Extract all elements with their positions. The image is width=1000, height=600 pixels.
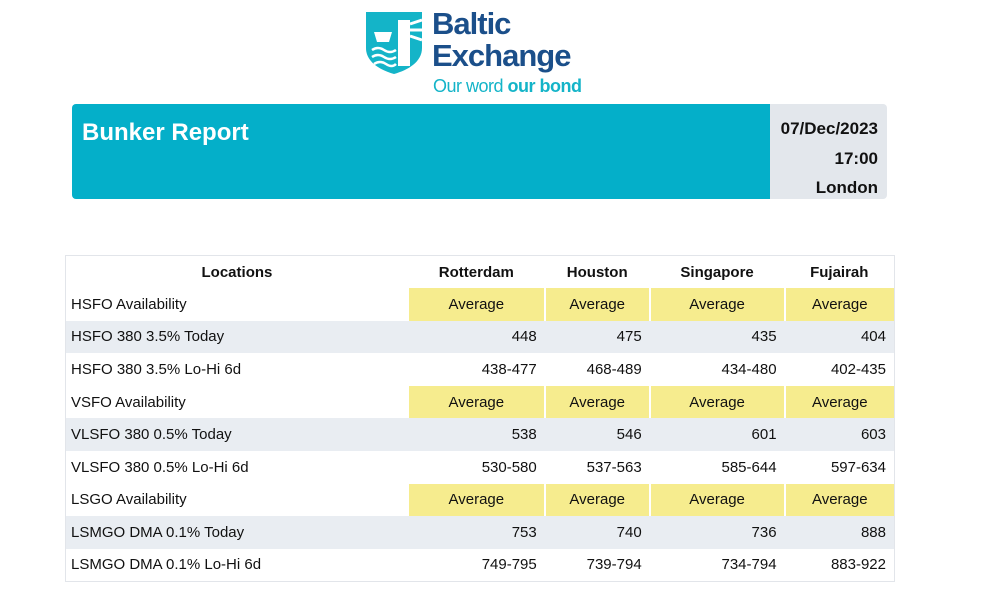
row-label: VLSFO 380 0.5% Today: [65, 418, 408, 452]
price-cell: 603: [784, 418, 895, 452]
price-cell: 404: [784, 320, 895, 354]
price-cell: 448: [407, 320, 545, 354]
table-row: HSFO Availability Average Average Average Av…: [66, 288, 895, 321]
price-cell: 601: [649, 418, 785, 452]
price-cell: 438-477: [481, 361, 537, 379]
availability-cell: Average: [648, 483, 785, 517]
column-header: Singapore: [680, 263, 754, 281]
price-cell: 402-435: [830, 361, 886, 379]
shield-lighthouse-icon: [366, 12, 423, 74]
price-cell: 537-563: [586, 458, 642, 476]
price-cell: 740: [544, 516, 650, 549]
column-header: Locations: [201, 263, 273, 281]
table-row: VSFO Availability Average Average Average Av…: [66, 385, 895, 419]
row-label: HSFO 380 3.5% Lo-Hi 6d: [71, 361, 242, 379]
price-cell: 749-795: [481, 556, 537, 574]
price-cell: 468-489: [586, 361, 642, 379]
report-banner: Bunker Report 07/Dec/2023 17:00 London: [72, 104, 887, 199]
availability-cell: Average: [406, 288, 545, 321]
price-cell: 597-634: [830, 458, 886, 476]
price-cell: 753: [407, 516, 545, 549]
price-cell: 435: [649, 320, 785, 354]
brand-name-line1: Baltic: [432, 6, 511, 41]
report-date: 07/Dec/2023: [780, 119, 878, 138]
report-location: London: [815, 178, 878, 197]
table-row: LSMGO DMA 0.1% Today 753 740 736 888: [65, 516, 895, 549]
report-meta: 07/Dec/2023 17:00 London: [770, 104, 887, 199]
price-cell: 888: [784, 516, 895, 549]
table-row: LSMGO DMA 0.1% Lo-Hi 6d 749-795 739-794 734…: [66, 549, 895, 582]
table-row: HSFO 380 3.5% Lo-Hi 6d 438-477 468-489 434-…: [66, 353, 895, 386]
column-header: Houston: [566, 263, 628, 281]
row-label: VLSFO 380 0.5% Lo-Hi 6d: [71, 458, 249, 476]
report-time: 17:00: [834, 148, 878, 168]
bunker-price-table: Locations Rotterdam Houston Singapore Fujair…: [65, 255, 895, 582]
price-cell: 734-794: [721, 556, 777, 574]
availability-cell: Average: [406, 385, 545, 419]
report-title: Bunker Report: [72, 104, 770, 199]
availability-cell: Average: [648, 288, 785, 321]
table-row: VLSFO 380 0.5% Today 538 546 601 603: [65, 418, 895, 452]
table-row: HSFO 380 3.5% Today 448 475 435 404: [65, 320, 895, 354]
price-cell: 883-922: [830, 556, 886, 574]
price-cell: 585-644: [721, 458, 777, 476]
row-label: HSFO 380 3.5% Today: [65, 320, 408, 354]
availability-cell: Average: [783, 483, 895, 517]
availability-cell: Average: [783, 385, 895, 419]
availability-cell: Average: [648, 385, 785, 419]
price-cell: 434-480: [721, 361, 777, 379]
row-label: HSFO Availability: [71, 295, 187, 313]
table-row: LSGO Availability Average Average Average Av…: [66, 483, 895, 517]
baltic-exchange-logo: Baltic Exchange Our word our bond: [364, 8, 604, 98]
price-cell: 530-580: [481, 458, 537, 476]
row-label: LSMGO DMA 0.1% Today: [65, 516, 408, 549]
availability-cell: Average: [783, 288, 895, 321]
tagline: Our word our bond: [433, 76, 582, 96]
column-header: Rotterdam: [438, 263, 514, 281]
column-header: Fujairah: [810, 263, 869, 281]
price-cell: 739-794: [586, 556, 642, 574]
price-cell: 538: [407, 418, 545, 452]
price-cell: 475: [544, 320, 650, 354]
brand-name-line2: Exchange: [432, 38, 571, 73]
row-label: LSMGO DMA 0.1% Lo-Hi 6d: [71, 556, 262, 574]
row-label: VSFO Availability: [71, 393, 186, 411]
availability-cell: Average: [543, 483, 650, 517]
availability-cell: Average: [406, 483, 545, 517]
table-header-row: Locations Rotterdam Houston Singapore Fujair…: [66, 256, 895, 289]
availability-cell: Average: [543, 385, 650, 419]
price-cell: 736: [649, 516, 785, 549]
table-row: VLSFO 380 0.5% Lo-Hi 6d 530-580 537-563 585…: [66, 451, 895, 484]
price-cell: 546: [544, 418, 650, 452]
row-label: LSGO Availability: [71, 491, 187, 509]
availability-cell: Average: [543, 288, 650, 321]
